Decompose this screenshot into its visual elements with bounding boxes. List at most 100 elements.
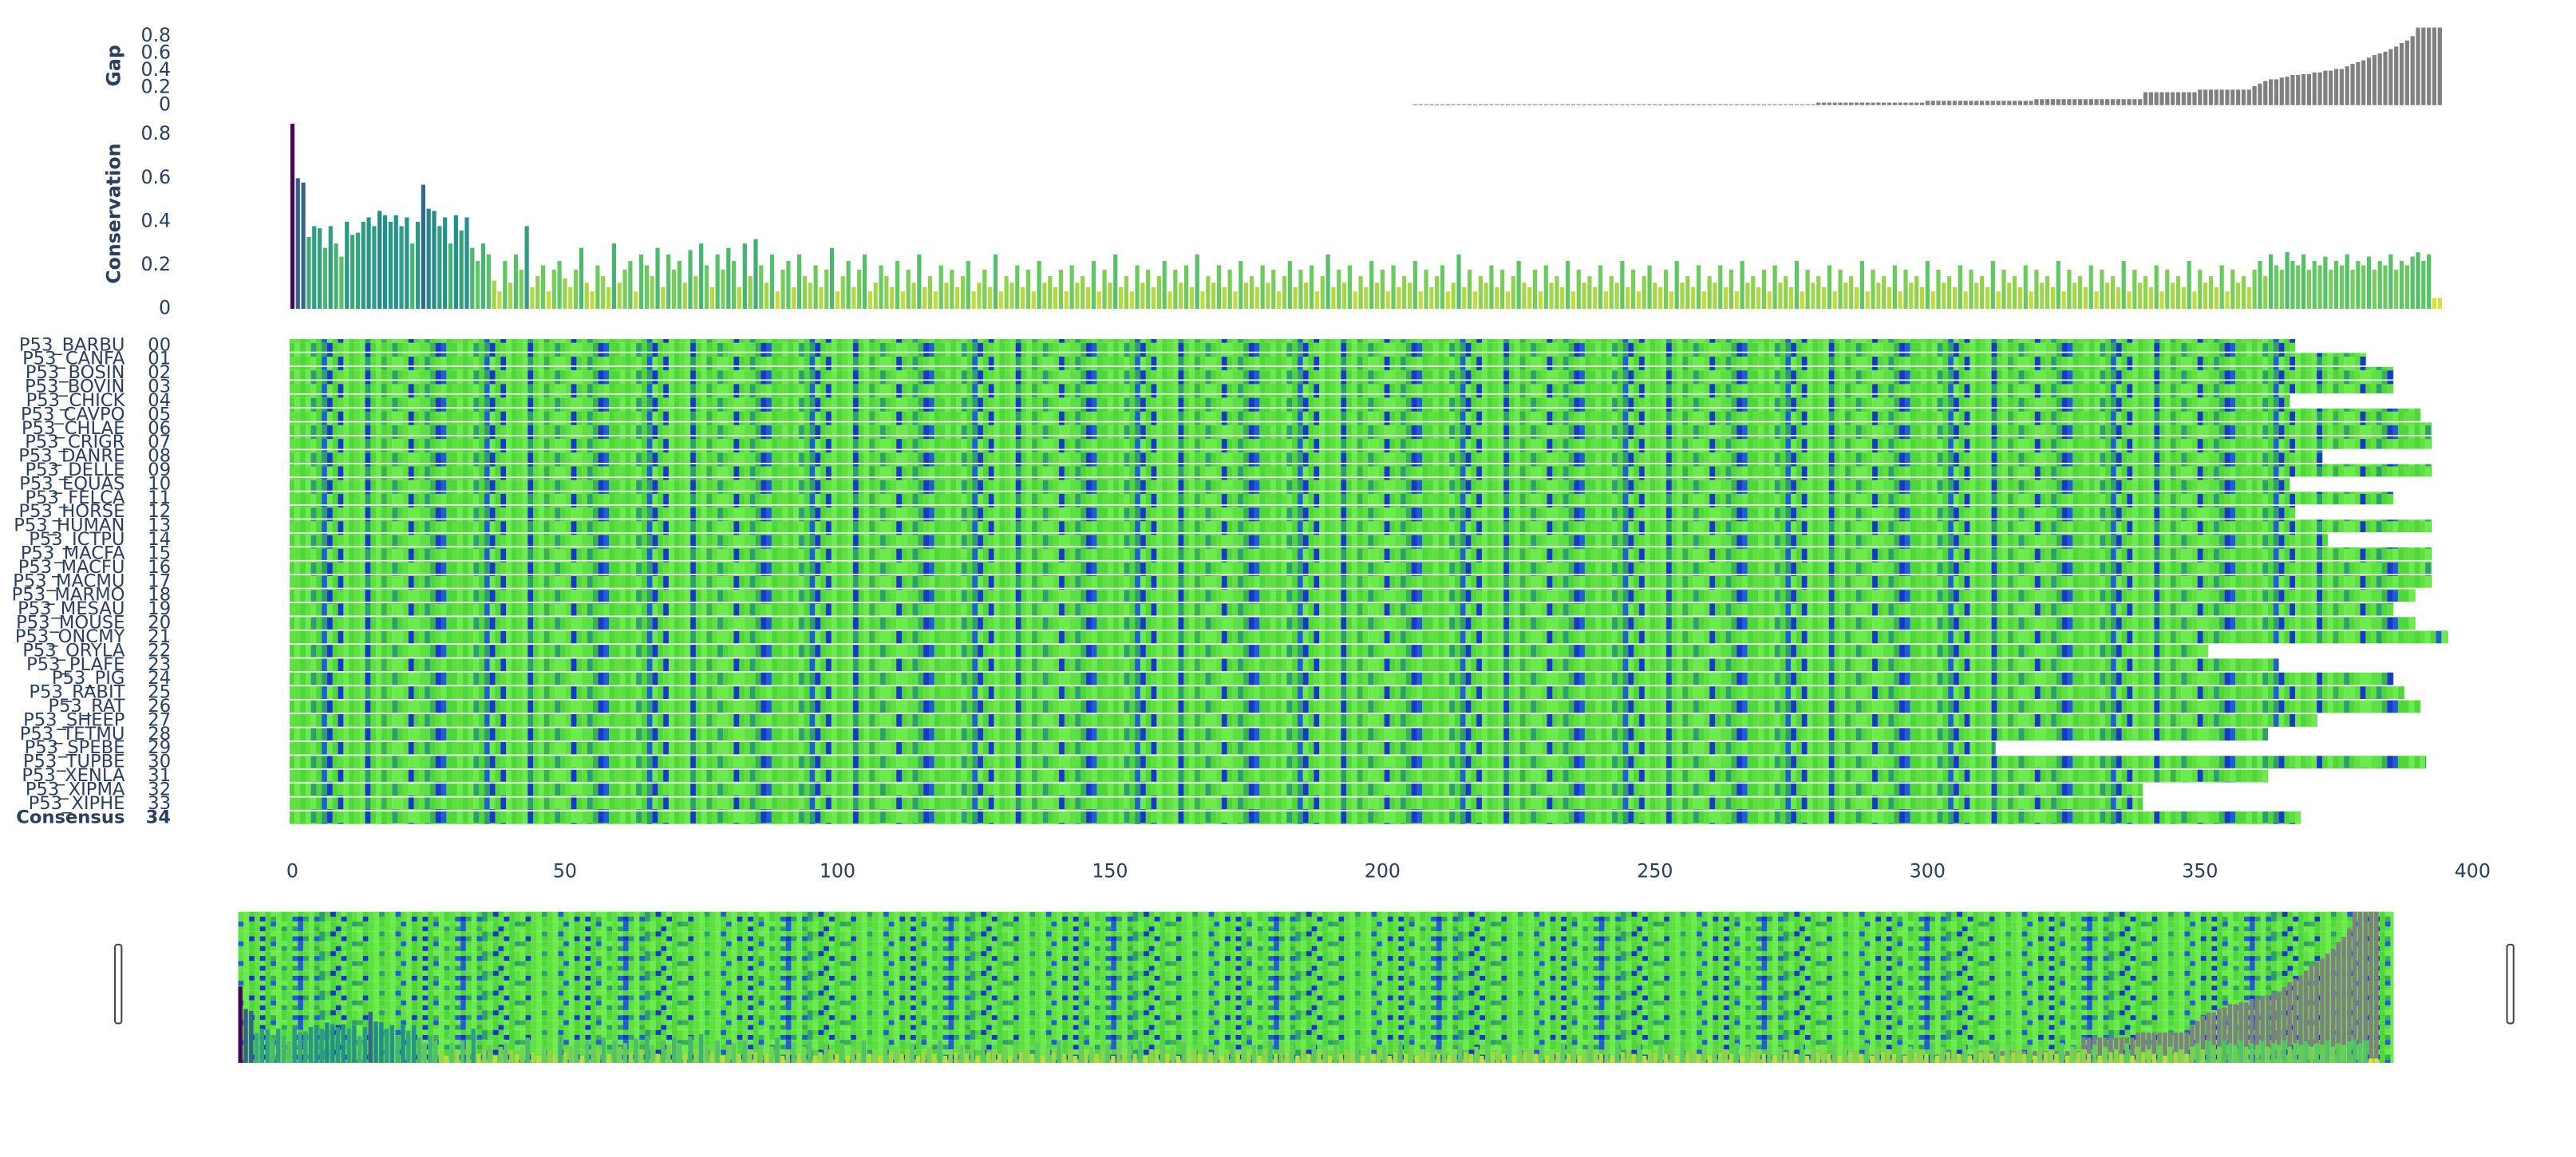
bar [748, 276, 753, 310]
preview-bar [330, 1024, 335, 1063]
preview-bar [1018, 1052, 1024, 1063]
preview-bar [1940, 1046, 1946, 1063]
preview-bar [1398, 1040, 1403, 1063]
preview-bar [2217, 1009, 2222, 1063]
preview-bar [1827, 1053, 1831, 1063]
sequence-index: 11 [148, 488, 171, 508]
bar [732, 261, 737, 310]
y-tick-label: 0.4 [140, 209, 171, 231]
bar [2094, 291, 2099, 310]
range-slider-handle-right[interactable] [2506, 943, 2515, 1025]
preview-bar [802, 1046, 807, 1063]
bar [1614, 282, 1619, 310]
preview-bar [2005, 1046, 2010, 1063]
bar [1314, 291, 1320, 310]
bar [2285, 77, 2290, 105]
sequence-name: P53_PIG [52, 668, 125, 689]
bar [1081, 276, 1085, 310]
preview-bar [650, 1044, 655, 1063]
preview-bar [618, 1046, 622, 1063]
bar [786, 261, 791, 310]
sequence-row [290, 561, 2432, 575]
bar [846, 261, 851, 310]
bar [1440, 265, 1445, 310]
bar [890, 286, 895, 310]
bar [2427, 27, 2432, 105]
preview-bar [1539, 1044, 1544, 1063]
sequence-row [290, 505, 2296, 519]
bar [1849, 276, 1854, 310]
bar [726, 247, 731, 310]
preview-bar [2060, 1043, 2064, 1063]
bar [1260, 265, 1265, 310]
bar [1729, 269, 1734, 310]
bar [2088, 265, 2093, 310]
preview-bar [1040, 1055, 1045, 1063]
preview-bar [1447, 1055, 1452, 1063]
bar [1462, 286, 1467, 310]
bar [1211, 282, 1216, 310]
bar [1734, 291, 1739, 310]
preview-bar [1957, 1053, 1962, 1063]
bar [1963, 291, 1968, 310]
preview-bar [1550, 1049, 1555, 1063]
bar [415, 221, 421, 310]
range-slider-preview[interactable] [238, 911, 2394, 1063]
bar [2263, 81, 2268, 105]
preview-bar [2298, 1044, 2303, 1063]
bar [328, 226, 333, 310]
bar [1859, 102, 1864, 105]
preview-bar [563, 1052, 568, 1063]
preview-bar [1278, 1046, 1284, 1063]
bar [1341, 282, 1347, 310]
bar [1118, 286, 1124, 310]
bar [1206, 276, 1211, 310]
preview-bar [2293, 978, 2297, 1063]
sequence-name: P53_PLAFE [26, 654, 124, 675]
sequence-name: P53_SHEEP [23, 709, 124, 730]
sequence-index: 29 [148, 737, 171, 758]
preview-bar [1637, 1044, 1642, 1063]
bar [2317, 265, 2322, 310]
bar [1021, 286, 1025, 310]
sequence-index: 30 [148, 752, 171, 772]
bar [448, 243, 453, 310]
x-tick-label: 0 [286, 860, 298, 883]
bar [2165, 92, 2170, 105]
bar [927, 276, 933, 310]
bar [2290, 74, 2295, 105]
sequence-name: P53_CAVPO [21, 404, 125, 424]
preview-bar [1571, 1046, 1577, 1063]
bar [611, 243, 616, 310]
bar [1549, 282, 1554, 310]
preview-bar [1707, 1055, 1712, 1063]
preview-bar [552, 1053, 557, 1063]
bar [638, 254, 644, 310]
bar [721, 269, 725, 310]
preview-bar [688, 1036, 693, 1063]
bar [2067, 269, 2072, 310]
bar [775, 291, 780, 310]
bar [2001, 101, 2006, 105]
bar [1772, 265, 1777, 310]
preview-bar [2266, 995, 2270, 1063]
range-slider-handle-left[interactable] [114, 943, 123, 1025]
bar [377, 211, 382, 310]
bar [2274, 79, 2279, 105]
bar [2181, 286, 2186, 310]
sequence-name: P53_CANFA [22, 349, 125, 369]
bar [2067, 99, 2072, 105]
bar [2159, 92, 2164, 105]
bar [2013, 101, 2017, 105]
bar [693, 276, 698, 310]
preview-bar [1214, 1046, 1219, 1063]
bar [644, 265, 649, 310]
bar [2432, 298, 2437, 310]
sequence-index: 12 [148, 501, 171, 522]
bar [1669, 291, 1673, 310]
bar [1685, 276, 1690, 310]
preview-bar [796, 1053, 801, 1063]
preview-bar [1843, 1046, 1847, 1063]
bar [1146, 269, 1151, 310]
preview-bar [855, 1052, 861, 1063]
